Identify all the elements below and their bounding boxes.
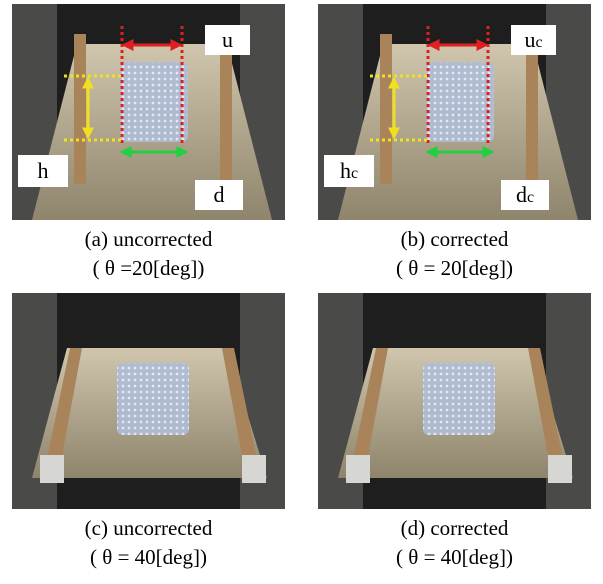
label-text: u [222, 27, 233, 52]
caption: (d) corrected [401, 516, 509, 540]
caption: (b) corrected [401, 227, 509, 251]
caption: ( θ =20[deg]) [93, 256, 205, 280]
projected-pattern [120, 62, 188, 142]
label: h [38, 158, 49, 183]
projected-pattern [423, 363, 495, 435]
clamp-right [242, 455, 266, 483]
bar-left [74, 34, 86, 184]
label-text: u [524, 27, 535, 52]
figure: uhd(a) uncorrected( θ =20[deg])uchcdc(b)… [0, 0, 603, 584]
label: u [222, 27, 233, 52]
label-subscript: c [535, 34, 542, 51]
label: d [214, 182, 225, 207]
panel [318, 293, 591, 509]
panel [12, 293, 285, 509]
clamp-right [548, 455, 572, 483]
bar-left [380, 34, 392, 184]
label-text: h [38, 158, 49, 183]
panel: u h d [12, 4, 285, 220]
label-text: d [516, 182, 527, 207]
label-subscript: c [527, 189, 534, 206]
label-text: d [214, 182, 225, 207]
projected-pattern [117, 363, 189, 435]
caption: ( θ = 40[deg]) [396, 545, 513, 569]
caption: (c) uncorrected [85, 516, 213, 540]
bar-right [526, 34, 538, 184]
projected-pattern [426, 62, 494, 142]
clamp-left [40, 455, 64, 483]
label-text: h [340, 158, 351, 183]
caption: ( θ = 40[deg]) [90, 545, 207, 569]
label-subscript: c [351, 165, 358, 182]
clamp-left [346, 455, 370, 483]
bar-right [220, 34, 232, 184]
caption: (a) uncorrected [85, 227, 213, 251]
caption: ( θ = 20[deg]) [396, 256, 513, 280]
